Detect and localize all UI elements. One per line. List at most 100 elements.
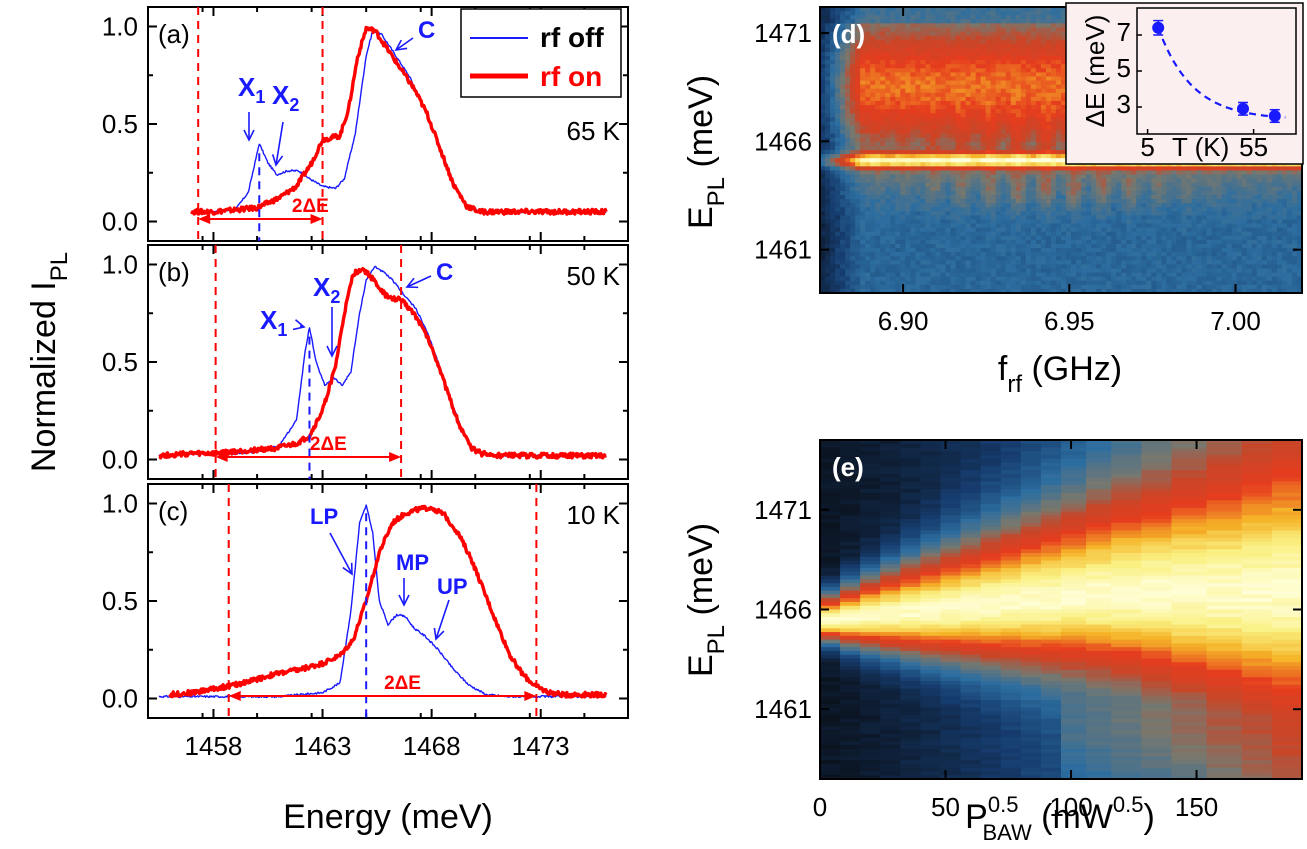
heatmap-cell: [1116, 178, 1122, 184]
heatmap-cell: [860, 88, 866, 94]
heatmap-cell: [890, 235, 896, 241]
heatmap-cell: [870, 199, 876, 204]
heatmap-cell: [830, 141, 836, 147]
heatmap-cell: [1025, 19, 1032, 24]
heatmap-cell: [1040, 80, 1047, 86]
heatmap-cell: [995, 170, 1002, 176]
heatmap-cell: [885, 252, 891, 257]
heatmap-cell: [850, 223, 856, 229]
heatmap-cell: [925, 64, 932, 69]
heatmap-cell: [1020, 252, 1027, 257]
heatmap-cell: [1055, 7, 1062, 12]
heatmap-cell: [1020, 100, 1027, 106]
heatmap-cell: [890, 190, 896, 196]
heatmap-cell: [910, 288, 916, 293]
heatmap-cell: [1050, 31, 1057, 37]
heatmap-cell: [1156, 260, 1163, 265]
heatmap-cell: [935, 219, 942, 225]
heatmap-cell: [1015, 19, 1022, 24]
heatmap-cell: [1025, 105, 1032, 110]
heatmap-cell: [875, 96, 881, 102]
heatmap-cell: [1000, 154, 1007, 159]
heatmap-cell: [955, 129, 962, 135]
heatmap-cell: [1035, 96, 1042, 102]
heatmap-cell: [850, 68, 856, 73]
heatmap-cell: [880, 141, 886, 147]
heatmap-cell: [935, 68, 942, 73]
heatmap-cell: [1071, 268, 1077, 274]
heatmap-cell: [1061, 39, 1067, 45]
heatmap-cell: [1035, 231, 1042, 237]
heatmap-cell: [955, 207, 962, 212]
heatmap-cell: [910, 117, 916, 122]
heatmap-cell: [1050, 125, 1057, 131]
heatmap-cell: [825, 223, 831, 229]
heatmap-cell: [905, 158, 911, 163]
heatmap-cell: [960, 27, 967, 33]
heatmap-cell: [1071, 190, 1077, 196]
heatmap-cell: [1015, 178, 1022, 184]
heatmap-cell: [880, 182, 886, 188]
heatmap-cell: [960, 64, 967, 69]
heatmap-cell: [1045, 19, 1052, 24]
heatmap-cell: [820, 215, 826, 221]
heatmap-cell: [1111, 178, 1117, 184]
heatmap-cell: [940, 158, 947, 163]
heatmap-cell: [900, 154, 906, 159]
heatmap-cell: [1035, 174, 1042, 180]
heatmap-cell: [1050, 76, 1057, 82]
heatmap-cell: [1111, 215, 1117, 221]
heatmap-cell: [1010, 158, 1017, 163]
heatmap-cell: [1015, 272, 1022, 278]
heatmap-cell: [990, 125, 997, 131]
heatmap-cell: [995, 43, 1002, 49]
heatmap-cell: [1015, 170, 1022, 176]
heatmap-cell: [820, 117, 826, 122]
heatmap-cell: [1040, 280, 1047, 286]
heatmap-cell: [1005, 223, 1012, 229]
heatmap-cell: [975, 276, 982, 282]
heatmap-cell: [1111, 288, 1117, 293]
heatmap-cell: [1091, 235, 1097, 241]
heatmap-cell: [910, 203, 916, 208]
heatmap-cell: [1035, 92, 1042, 98]
heatmap-cell: [980, 68, 987, 73]
heatmap-cell: [930, 239, 937, 245]
heatmap-cell: [1055, 227, 1062, 233]
heatmap-cell: [945, 23, 952, 29]
heatmap-cell: [1000, 178, 1007, 184]
heatmap-cell: [830, 145, 836, 151]
heatmap-cell: [1015, 227, 1022, 233]
heatmap-cell: [935, 109, 942, 114]
heatmap-cell: [920, 252, 927, 257]
heatmap-cell: [955, 223, 962, 229]
heatmap-cell: [1040, 15, 1047, 20]
heatmap-cell: [905, 178, 911, 184]
heatmap-cell: [830, 178, 836, 184]
heatmap-cell: [960, 215, 967, 221]
heatmap-cell: [1106, 174, 1112, 180]
heatmap-cell: [1101, 264, 1107, 270]
heatmap-cell: [950, 109, 957, 114]
heatmap-cell: [995, 133, 1002, 139]
heatmap-cell: [825, 256, 831, 261]
heatmap-cell: [1025, 121, 1032, 127]
heatmap-cell: [1061, 194, 1067, 200]
heatmap-cell: [1000, 64, 1007, 69]
heatmap-cell: [850, 35, 856, 41]
heatmap-cell: [1121, 235, 1127, 241]
heatmap-cell: [900, 211, 906, 216]
heatmap-cell: [985, 260, 992, 265]
heatmap-cell: [925, 117, 932, 122]
heatmap-cell: [1035, 129, 1042, 135]
heatmap-cell: [940, 68, 947, 73]
heatmap-cell: [985, 31, 992, 37]
heatmap-cell: [915, 268, 922, 274]
heatmap-cell: [1015, 248, 1022, 253]
heatmap-cell: [1025, 162, 1032, 167]
heatmap-cell: [890, 84, 896, 90]
heatmap-cell: [875, 150, 881, 155]
heatmap-cell: [1015, 158, 1022, 163]
heatmap-cell: [1035, 235, 1042, 241]
heatmap-cell: [1020, 84, 1027, 90]
